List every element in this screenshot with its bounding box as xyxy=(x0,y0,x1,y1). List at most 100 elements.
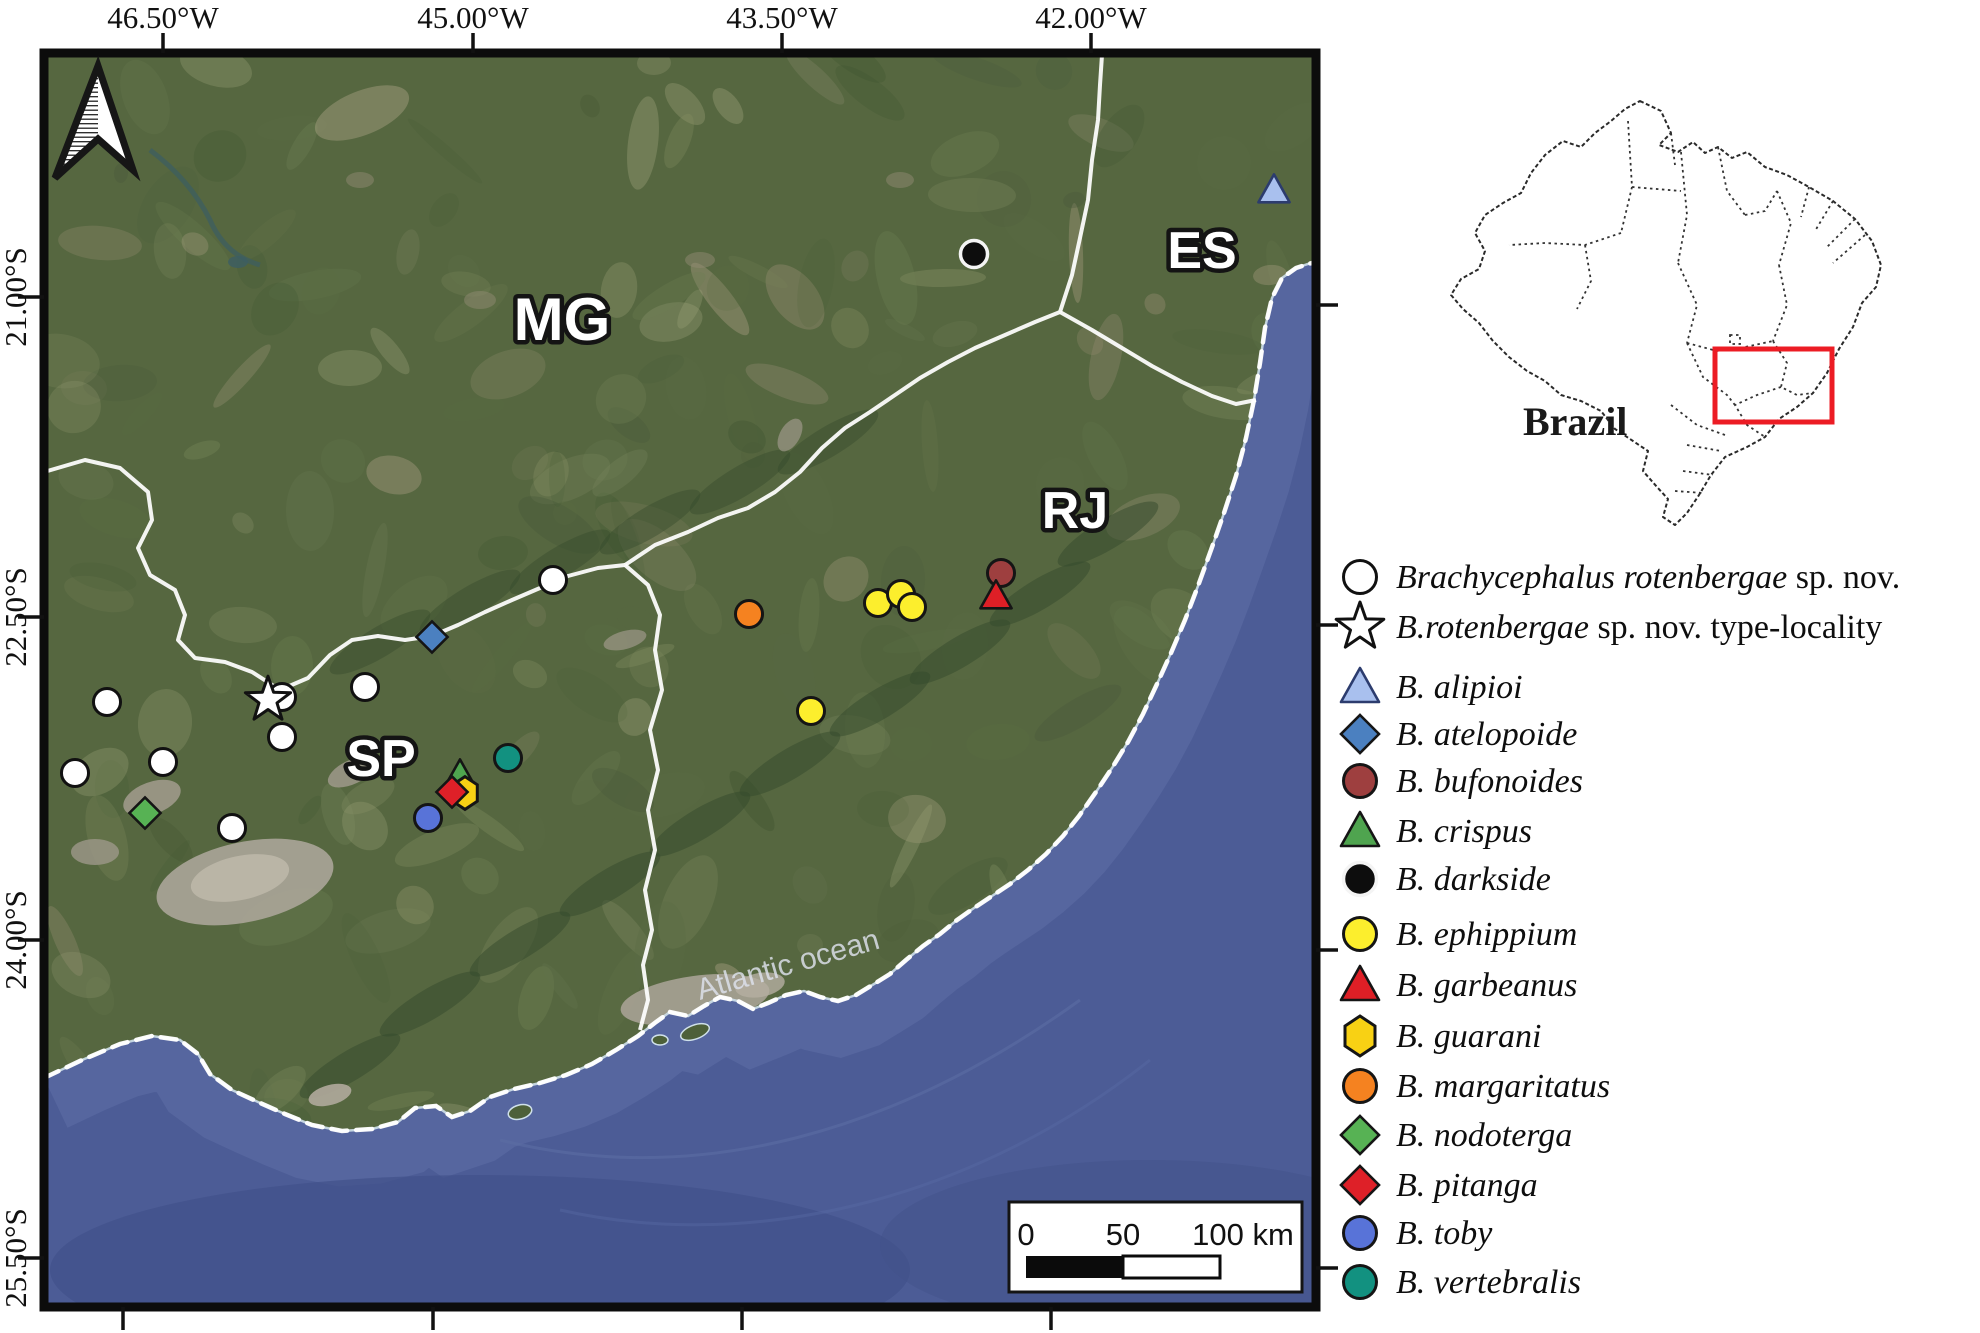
circle-symbol xyxy=(1341,860,1379,898)
legend-label: B. darkside xyxy=(1396,861,1551,898)
legend-label: B. pitanga xyxy=(1396,1167,1538,1204)
legend-item-b-atelopoide: B. atelopoide xyxy=(1339,713,1577,755)
axis-label-left: 24.00°S xyxy=(0,890,33,989)
reservoir xyxy=(228,256,248,268)
legend-label: B.rotenbergae sp. nov. type-locality xyxy=(1396,609,1882,646)
inset-country-label: Brazil xyxy=(1523,399,1627,444)
land-texture xyxy=(44,53,1316,1131)
scale-label-100km: 100 km xyxy=(1192,1217,1294,1252)
brazil-state-border xyxy=(1729,334,1741,345)
state-label-es: ES xyxy=(1167,222,1236,280)
marker-brachycephalus-rotenbergae-sp-nov xyxy=(91,686,123,718)
legend-label: B. toby xyxy=(1396,1215,1493,1252)
urban-patch xyxy=(308,1083,352,1107)
state-border xyxy=(623,310,1061,567)
state-label-sp: SP xyxy=(346,730,415,788)
brazil-state-border xyxy=(1674,490,1704,494)
axis-label-top: 42.00°W xyxy=(1035,0,1147,35)
urban-patch xyxy=(464,291,496,309)
legend-item-b-guarani: B. guarani xyxy=(1343,1014,1541,1058)
marker-b-toby xyxy=(412,802,444,834)
axis-label-left: 25.50°S xyxy=(0,1208,33,1307)
legend-label: B. alipioi xyxy=(1396,669,1523,706)
diamond-symbol xyxy=(1339,713,1381,755)
legend-label: B. atelopoide xyxy=(1396,716,1577,753)
ocean xyxy=(44,262,1316,1307)
marker-brachycephalus-rotenbergae-sp-nov xyxy=(266,721,298,753)
marker-brachycephalus-rotenbergae-sp-nov xyxy=(349,671,381,703)
circle-symbol xyxy=(1342,1068,1378,1104)
marker-b-alipioi xyxy=(1257,173,1291,204)
marker-brachycephalus-rotenbergae-sp-nov xyxy=(147,746,179,778)
circle-symbol xyxy=(1342,1264,1378,1300)
legend-label: B. margaritatus xyxy=(1396,1068,1610,1105)
study-area-box xyxy=(1712,346,1835,425)
scale-bar-white xyxy=(1121,1254,1222,1280)
star-symbol xyxy=(1334,600,1386,649)
brazil-state-border xyxy=(1744,190,1778,216)
brazil-state-border xyxy=(1772,264,1788,342)
marker-b-darkside xyxy=(958,238,990,270)
urban-patch xyxy=(346,172,374,188)
urban-patch xyxy=(603,629,647,651)
land-base xyxy=(44,53,1316,1131)
legend-item-b-garbeanus: B. garbeanus xyxy=(1339,964,1577,1004)
brazil-state-border xyxy=(1682,470,1714,476)
circle-symbol xyxy=(1342,763,1378,799)
brazil-state-border xyxy=(1508,232,1622,246)
brazil-inset: Brazil xyxy=(1450,100,1882,526)
brazil-state-border xyxy=(1686,340,1774,352)
legend-label: B. vertebralis xyxy=(1396,1264,1581,1301)
marker-b-atelopoide xyxy=(414,619,450,655)
legend-item-b-rotenbergae: B.rotenbergae sp. nov. type-locality xyxy=(1334,600,1882,649)
urban-patch xyxy=(886,172,914,188)
scale-bar: 0 50 100 km xyxy=(1007,1200,1304,1294)
urban-patch xyxy=(777,418,803,452)
triangle-symbol xyxy=(1339,964,1381,1002)
brazil-state-border xyxy=(1800,186,1810,218)
brazil-state-border xyxy=(1832,234,1866,264)
shelf-break xyxy=(559,1058,1151,1227)
urban-patch xyxy=(327,756,377,788)
hexagon-symbol xyxy=(1343,1014,1377,1058)
scale-label-50: 50 xyxy=(1106,1217,1140,1252)
legend-label: B. ephippium xyxy=(1396,916,1577,953)
state-border xyxy=(1058,54,1104,313)
legend-item-b-toby: B. toby xyxy=(1342,1215,1493,1252)
state-label-rj: RJ xyxy=(1042,482,1108,540)
shelf-break xyxy=(499,998,1081,1160)
legend-item-b-alipioi: B. alipioi xyxy=(1339,666,1523,706)
legend-label: B. guarani xyxy=(1396,1018,1541,1055)
marker-b-rotenbergae-sp-nov-type-locality xyxy=(243,674,293,721)
axis-label-top: 43.50°W xyxy=(726,0,838,35)
state-border xyxy=(623,563,664,1031)
legend-item-b-nodoterga: B. nodoterga xyxy=(1339,1114,1572,1156)
legend-item-b-pitanga: B. pitanga xyxy=(1339,1164,1538,1206)
north-arrow xyxy=(51,55,141,182)
triangle-symbol xyxy=(1339,666,1381,704)
marker-brachycephalus-rotenbergae-sp-nov xyxy=(59,757,91,789)
circle-symbol xyxy=(1342,916,1378,952)
marker-b-garbeanus xyxy=(979,579,1013,610)
legend-item-b-crispus: B. crispus xyxy=(1339,810,1532,850)
legend-label: Brachycephalus rotenbergae sp. nov. xyxy=(1396,559,1900,596)
legend-item-b-vertebralis: B. vertebralis xyxy=(1342,1264,1581,1301)
marker-b-vertebralis xyxy=(492,742,524,774)
brazil-state-border xyxy=(1631,186,1682,192)
urban-patch xyxy=(735,972,785,998)
axis-label-top: 45.00°W xyxy=(417,0,529,35)
legend-label: B. garbeanus xyxy=(1396,967,1577,1004)
legend-item-brachycephalus-rotenbergae: Brachycephalus rotenbergae sp. nov. xyxy=(1342,559,1900,596)
legend-label: B. crispus xyxy=(1396,813,1532,850)
legend-item-b-ephippium: B. ephippium xyxy=(1342,916,1577,953)
marker-b-ephippium xyxy=(896,591,928,623)
island xyxy=(507,1103,533,1121)
state-border xyxy=(1059,310,1257,406)
axes: 46.50°W 45.00°W 43.50°W 42.00°W 21.00°S 22.50… xyxy=(0,0,1338,1330)
island xyxy=(679,1022,711,1042)
urban-patch xyxy=(190,854,290,902)
scale-bar-black xyxy=(1026,1256,1123,1278)
legend-label: B. bufonoides xyxy=(1396,763,1583,800)
island xyxy=(651,1034,669,1046)
